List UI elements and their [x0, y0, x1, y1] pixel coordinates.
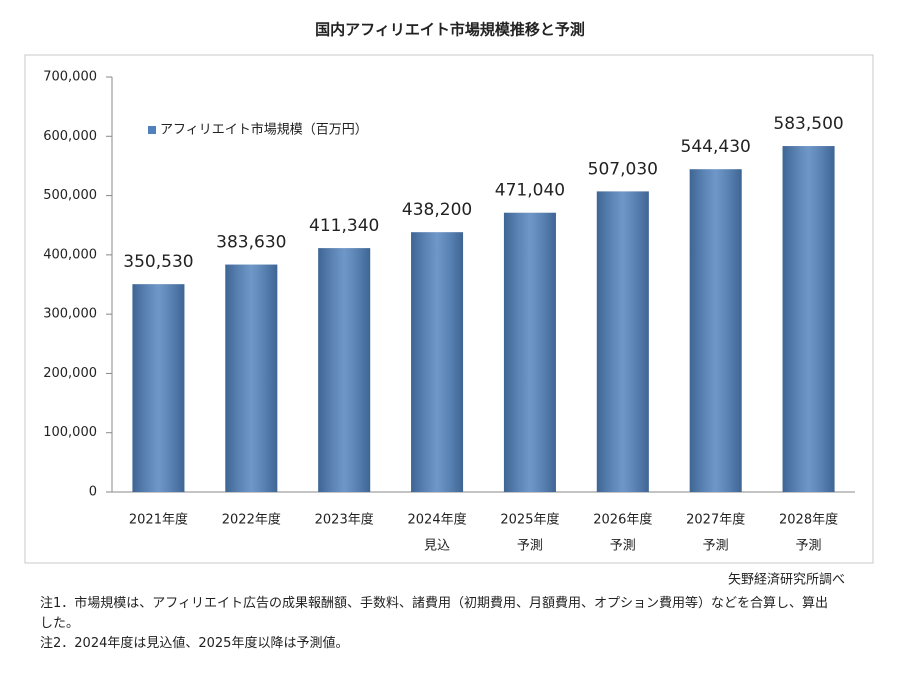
value-label: 350,530: [123, 252, 193, 272]
value-label: 411,340: [309, 216, 379, 236]
y-tick-label: 600,000: [43, 129, 97, 144]
chart-title: 国内アフィリエイト市場規模推移と予測: [315, 21, 585, 39]
x-tick-label: 2022年度: [222, 512, 281, 528]
x-tick-sublabel: 予測: [796, 539, 822, 554]
note: 注2．2024年度は見込値、2025年度以降は予測値。: [40, 636, 349, 651]
notes: 注1．市場規模は、アフィリエイト広告の成果報酬額、手数料、諸費用（初期費用、月額…: [40, 594, 840, 654]
value-label: 383,630: [216, 233, 286, 253]
x-tick-label: 2025年度: [500, 512, 559, 528]
y-tick-label: 500,000: [43, 188, 97, 203]
y-tick-label: 400,000: [43, 247, 97, 262]
value-label: 583,500: [773, 114, 843, 134]
value-label: 438,200: [402, 200, 472, 220]
source: 矢野経済研究所調べ: [728, 572, 845, 588]
x-tick-label: 2028年度: [779, 512, 838, 528]
y-tick-label: 0: [89, 485, 97, 500]
x-tick-sublabel: 予測: [703, 539, 729, 554]
bar-shade: [411, 232, 464, 492]
x-tick-sublabel: 予測: [517, 539, 543, 554]
bar-shade: [132, 284, 185, 492]
y-tick-label: 700,000: [43, 70, 97, 85]
x-tick-label: 2027年度: [686, 512, 745, 528]
y-tick-label: 300,000: [43, 307, 97, 322]
bar-shade: [689, 169, 742, 493]
x-tick-sublabel: 見込: [424, 539, 450, 554]
legend-label: アフィリエイト市場規模（百万円）: [160, 122, 368, 138]
x-tick-sublabel: 予測: [610, 539, 636, 554]
bar-shade: [782, 146, 835, 492]
x-tick-label: 2021年度: [129, 512, 188, 528]
chart: 国内アフィリエイト市場規模推移と予測 矢野経済研究所調べ 0 100,000 200…: [24, 21, 874, 588]
x-tick-label: 2026年度: [593, 512, 652, 528]
chart-frame: [24, 54, 874, 564]
bar-shade: [596, 191, 649, 493]
bar-shade: [318, 248, 371, 492]
y-tick-label: 100,000: [43, 425, 97, 440]
bar-shade: [503, 212, 556, 492]
x-tick-label: 2024年度: [408, 512, 467, 528]
bar-shade: [225, 264, 278, 492]
value-label: 507,030: [588, 159, 658, 179]
legend-swatch: [148, 126, 156, 134]
x-tick-label: 2023年度: [315, 512, 374, 528]
value-label: 544,430: [681, 137, 751, 157]
note: 注1．市場規模は、アフィリエイト広告の成果報酬額、手数料、諸費用（初期費用、月額…: [40, 596, 829, 631]
y-tick-label: 200,000: [43, 366, 97, 381]
value-label: 471,040: [495, 181, 565, 201]
